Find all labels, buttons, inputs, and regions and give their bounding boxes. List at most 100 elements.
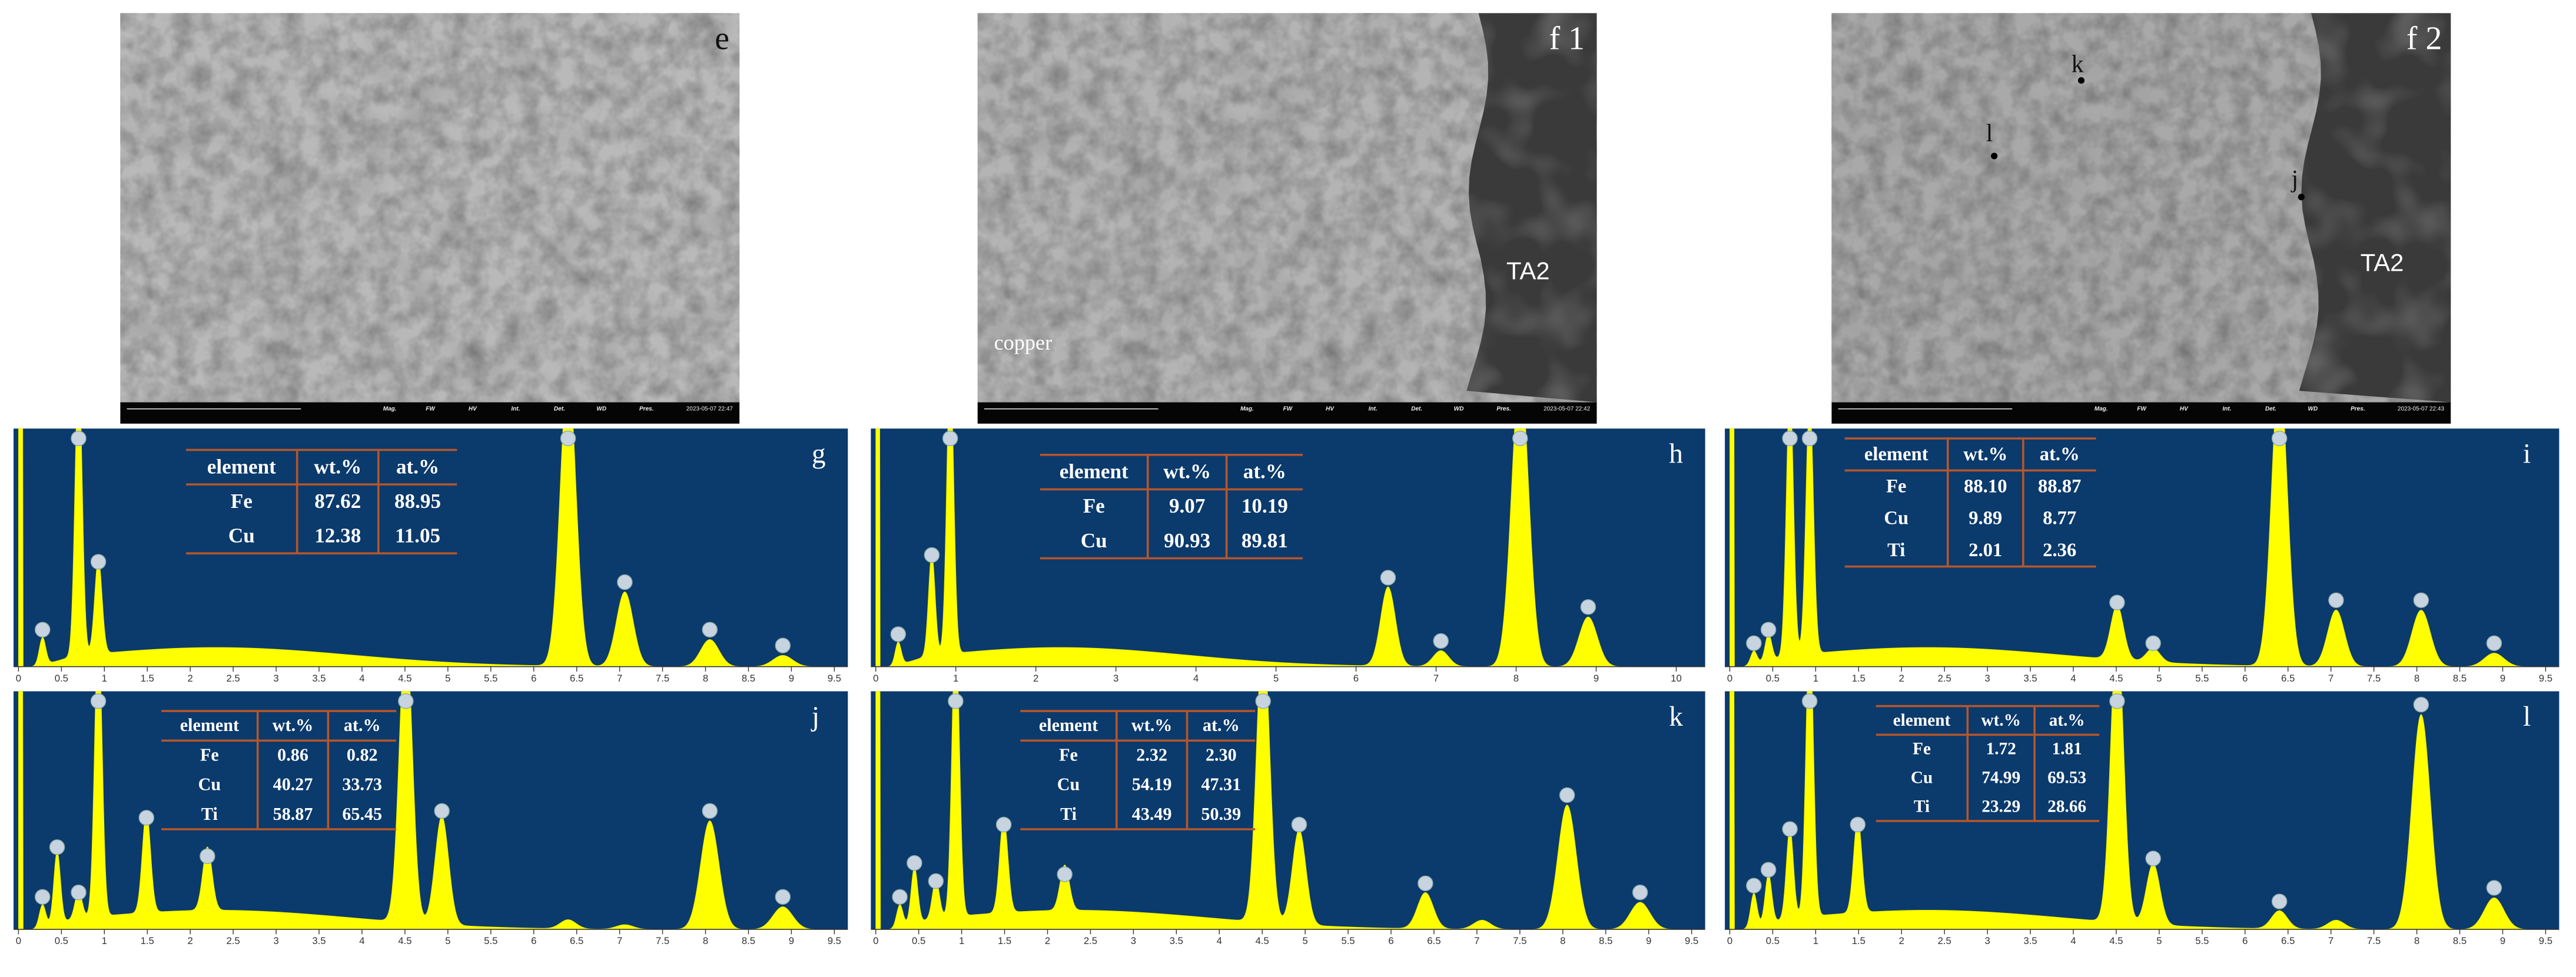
info-header: FW [1283, 406, 1293, 412]
peak-marker [398, 693, 414, 709]
x-tick-label: 8.5 [1599, 935, 1612, 946]
x-tick-label: 10 [1671, 673, 1682, 684]
peak-marker [200, 848, 215, 864]
info-header: FW [2137, 406, 2147, 412]
x-tick-label: 1.5 [141, 935, 154, 946]
table-cell: 9.89 [1968, 508, 2002, 529]
x-tick-label: 0.5 [912, 935, 925, 946]
x-tick-label: 1 [953, 673, 958, 684]
eds-panel: 0 0.5 1 1.5 2 2.5 3 3.5 4 4.5 5 5.5 6 6.5 7 7.5 8 8.5 9 9.5… [871, 691, 1705, 946]
table-cell: 74.99 [1981, 769, 2020, 787]
x-tick-label: 3 [273, 673, 278, 684]
table-cell: 47.31 [1201, 775, 1241, 795]
x-tick-label: 7.5 [1513, 935, 1526, 946]
table-cell: Fe [200, 745, 219, 765]
table-cell: element [1039, 715, 1098, 735]
eds-panel: 0 0.5 1 1.5 2 2.5 3 3.5 4 4.5 5 5.5 6 6.5 7 7.5 8 8.5 9 9.5… [1725, 691, 2560, 946]
x-tick-label: 6 [1353, 673, 1359, 684]
peak-marker [1746, 635, 1762, 652]
x-tick-label: 8.5 [742, 673, 755, 684]
x-tick-label: 5 [445, 935, 450, 946]
peak-marker [138, 810, 155, 826]
x-tick-label: 0.5 [1766, 673, 1780, 684]
x-tick-label: 9 [2500, 673, 2505, 684]
peak-marker [2486, 635, 2502, 652]
table-cell: 10.19 [1241, 494, 1288, 517]
peak-marker [2109, 594, 2125, 610]
spectrum-background [871, 428, 1705, 667]
table-cell: element [180, 715, 239, 735]
table-cell: element [1893, 711, 1951, 730]
x-tick-label: 0.5 [1766, 935, 1780, 946]
table-cell: 2.32 [1136, 745, 1167, 765]
info-header: HV [2180, 406, 2189, 412]
table-cell: 8.77 [2043, 508, 2076, 529]
annotation: k [2072, 51, 2084, 78]
table-cell: Fe [1886, 476, 1906, 497]
x-tick-label: 7.5 [2367, 935, 2381, 946]
info-bar [977, 402, 1597, 424]
peak-marker [2486, 880, 2502, 896]
peak-marker [928, 873, 944, 889]
x-tick-label: 1 [102, 935, 107, 946]
info-header: WD [1454, 406, 1464, 412]
table-cell: 28.66 [2047, 797, 2086, 816]
x-tick-label: 4 [2070, 673, 2076, 684]
x-tick-label: 9 [1594, 673, 1599, 684]
peak-marker [775, 889, 791, 905]
annotation: copper [994, 331, 1053, 354]
panel-label: k [1669, 702, 1683, 732]
x-tick-label: 9.5 [2539, 935, 2552, 946]
x-tick-label: 6 [1388, 935, 1393, 946]
table-cell: wt.% [1981, 711, 2021, 730]
peak-marker [702, 622, 718, 638]
x-tick-label: 1 [102, 673, 107, 684]
spectrum [1729, 428, 2555, 667]
x-tick-label: 2.5 [1938, 673, 1951, 684]
table-cell: 88.87 [2038, 476, 2081, 497]
peak-marker [90, 554, 107, 570]
x-tick-label: 2 [1045, 935, 1050, 946]
x-tick-label: 4.5 [1256, 935, 1269, 946]
table-cell: 40.27 [273, 775, 313, 795]
timestamp: 2023-05-07 22:47 [686, 406, 733, 412]
peak-marker [907, 855, 922, 871]
table-cell: Cu [1081, 529, 1107, 552]
table-cell: element [207, 455, 276, 478]
table-cell: 90.93 [1164, 529, 1210, 552]
x-tick-label: 4.5 [2109, 673, 2123, 684]
x-tick-label: 2.5 [226, 935, 240, 946]
info-header: Det. [2265, 406, 2276, 412]
peak-marker [1801, 430, 1818, 447]
table-cell: 87.62 [314, 490, 361, 513]
peak-marker [1418, 875, 1433, 892]
peak-marker [890, 626, 907, 642]
info-header: Int. [2222, 406, 2231, 412]
info-header: Det. [1411, 406, 1422, 412]
peak-marker [2145, 850, 2161, 866]
table-cell: wt.% [1963, 444, 2007, 465]
info-header: Mag. [383, 406, 397, 412]
x-tick-label: 3.5 [1170, 935, 1183, 946]
panel-label: h [1669, 439, 1683, 470]
table-cell: 69.53 [2047, 769, 2086, 787]
ta2-texture [1466, 13, 1597, 403]
table-cell: 2.01 [1968, 540, 2002, 561]
timestamp: 2023-05-07 22:43 [2398, 406, 2445, 412]
info-header: Int. [1369, 406, 1377, 412]
x-tick-label: 5.5 [1341, 935, 1355, 946]
x-tick-label: 7.5 [2367, 673, 2381, 684]
table-cell: 9.07 [1169, 494, 1206, 517]
x-tick-label: 3 [273, 935, 278, 946]
panel-label: f 2 [2406, 21, 2442, 57]
table-cell: 89.81 [1241, 529, 1288, 552]
info-header: Det. [554, 406, 565, 412]
x-tick-label: 3.5 [2023, 935, 2037, 946]
table-cell: at.% [2049, 711, 2085, 730]
eds-panel: 0 0.5 1 1.5 2 2.5 3 3.5 4 4.5 5 5.5 6 6.5 7 7.5 8 8.5 9 9.5… [1725, 428, 2560, 684]
x-tick-label: 2.5 [1938, 935, 1951, 946]
table-cell: 65.45 [342, 804, 382, 824]
peak-marker [1559, 787, 1575, 803]
peak-marker [1433, 633, 1449, 649]
info-header: Mag. [2094, 406, 2108, 412]
